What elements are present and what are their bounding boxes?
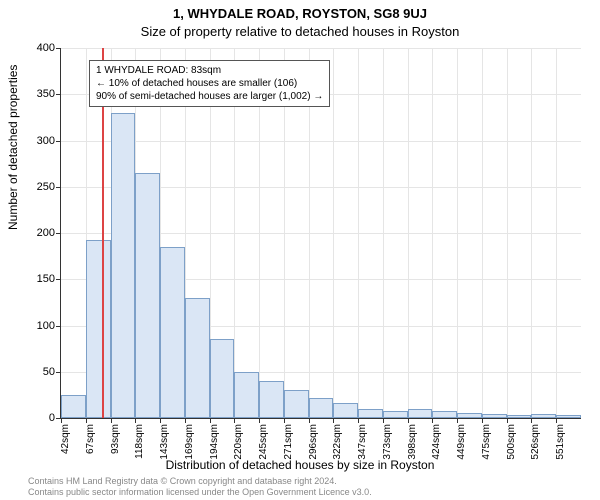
xtick-label: 500sqm: [506, 424, 517, 474]
ytick-label: 50: [15, 366, 55, 378]
footer-line1: Contains HM Land Registry data © Crown c…: [28, 476, 372, 487]
xtick-label: 118sqm: [134, 424, 145, 474]
xtick-label: 194sqm: [209, 424, 220, 474]
ytick-label: 150: [15, 273, 55, 285]
xtick-label: 169sqm: [184, 424, 195, 474]
histogram-bar: [482, 414, 507, 418]
xtick-label: 347sqm: [357, 424, 368, 474]
histogram-bar: [333, 403, 358, 418]
xtick-label: 551sqm: [555, 424, 566, 474]
footer-attribution: Contains HM Land Registry data © Crown c…: [28, 476, 372, 499]
annotation-line2: ← 10% of detached houses are smaller (10…: [96, 77, 323, 90]
xtick-label: 220sqm: [233, 424, 244, 474]
histogram-bar: [259, 381, 284, 418]
ytick-label: 100: [15, 320, 55, 332]
xtick-label: 42sqm: [60, 424, 71, 474]
xtick-label: 143sqm: [159, 424, 170, 474]
xtick-label: 526sqm: [530, 424, 541, 474]
histogram-bar: [309, 398, 334, 418]
xtick-label: 93sqm: [110, 424, 121, 474]
xtick-label: 449sqm: [456, 424, 467, 474]
xtick-label: 67sqm: [85, 424, 96, 474]
annotation-line1: 1 WHYDALE ROAD: 83sqm: [96, 64, 323, 77]
histogram-bar: [531, 414, 556, 418]
histogram-chart: 1 WHYDALE ROAD: 83sqm← 10% of detached h…: [60, 48, 581, 419]
ytick-label: 250: [15, 181, 55, 193]
page-title-line2: Size of property relative to detached ho…: [0, 24, 600, 39]
xtick-label: 475sqm: [481, 424, 492, 474]
xtick-label: 322sqm: [332, 424, 343, 474]
histogram-bar: [86, 240, 111, 418]
histogram-bar: [556, 415, 581, 418]
histogram-bar: [61, 395, 86, 418]
histogram-bar: [111, 113, 136, 418]
ytick-label: 0: [15, 412, 55, 424]
histogram-bar: [457, 413, 482, 418]
annotation-line3: 90% of semi-detached houses are larger (…: [96, 90, 323, 103]
histogram-bar: [507, 415, 532, 418]
histogram-bar: [284, 390, 309, 418]
footer-line2: Contains public sector information licen…: [28, 487, 372, 498]
page-title-line1: 1, WHYDALE ROAD, ROYSTON, SG8 9UJ: [0, 6, 600, 21]
xtick-label: 296sqm: [308, 424, 319, 474]
ytick-label: 200: [15, 227, 55, 239]
ytick-label: 300: [15, 135, 55, 147]
xtick-label: 424sqm: [431, 424, 442, 474]
histogram-bar: [210, 339, 235, 418]
ytick-label: 400: [15, 42, 55, 54]
histogram-bar: [185, 298, 210, 418]
histogram-bar: [408, 409, 433, 418]
histogram-bar: [160, 247, 185, 418]
histogram-bar: [432, 411, 457, 418]
xtick-label: 373sqm: [382, 424, 393, 474]
ytick-label: 350: [15, 88, 55, 100]
annotation-box: 1 WHYDALE ROAD: 83sqm← 10% of detached h…: [89, 60, 330, 107]
xtick-label: 245sqm: [258, 424, 269, 474]
histogram-bar: [358, 409, 383, 418]
xtick-label: 271sqm: [283, 424, 294, 474]
histogram-bar: [135, 173, 160, 418]
histogram-bar: [234, 372, 259, 418]
histogram-bar: [383, 411, 408, 418]
xtick-label: 398sqm: [407, 424, 418, 474]
